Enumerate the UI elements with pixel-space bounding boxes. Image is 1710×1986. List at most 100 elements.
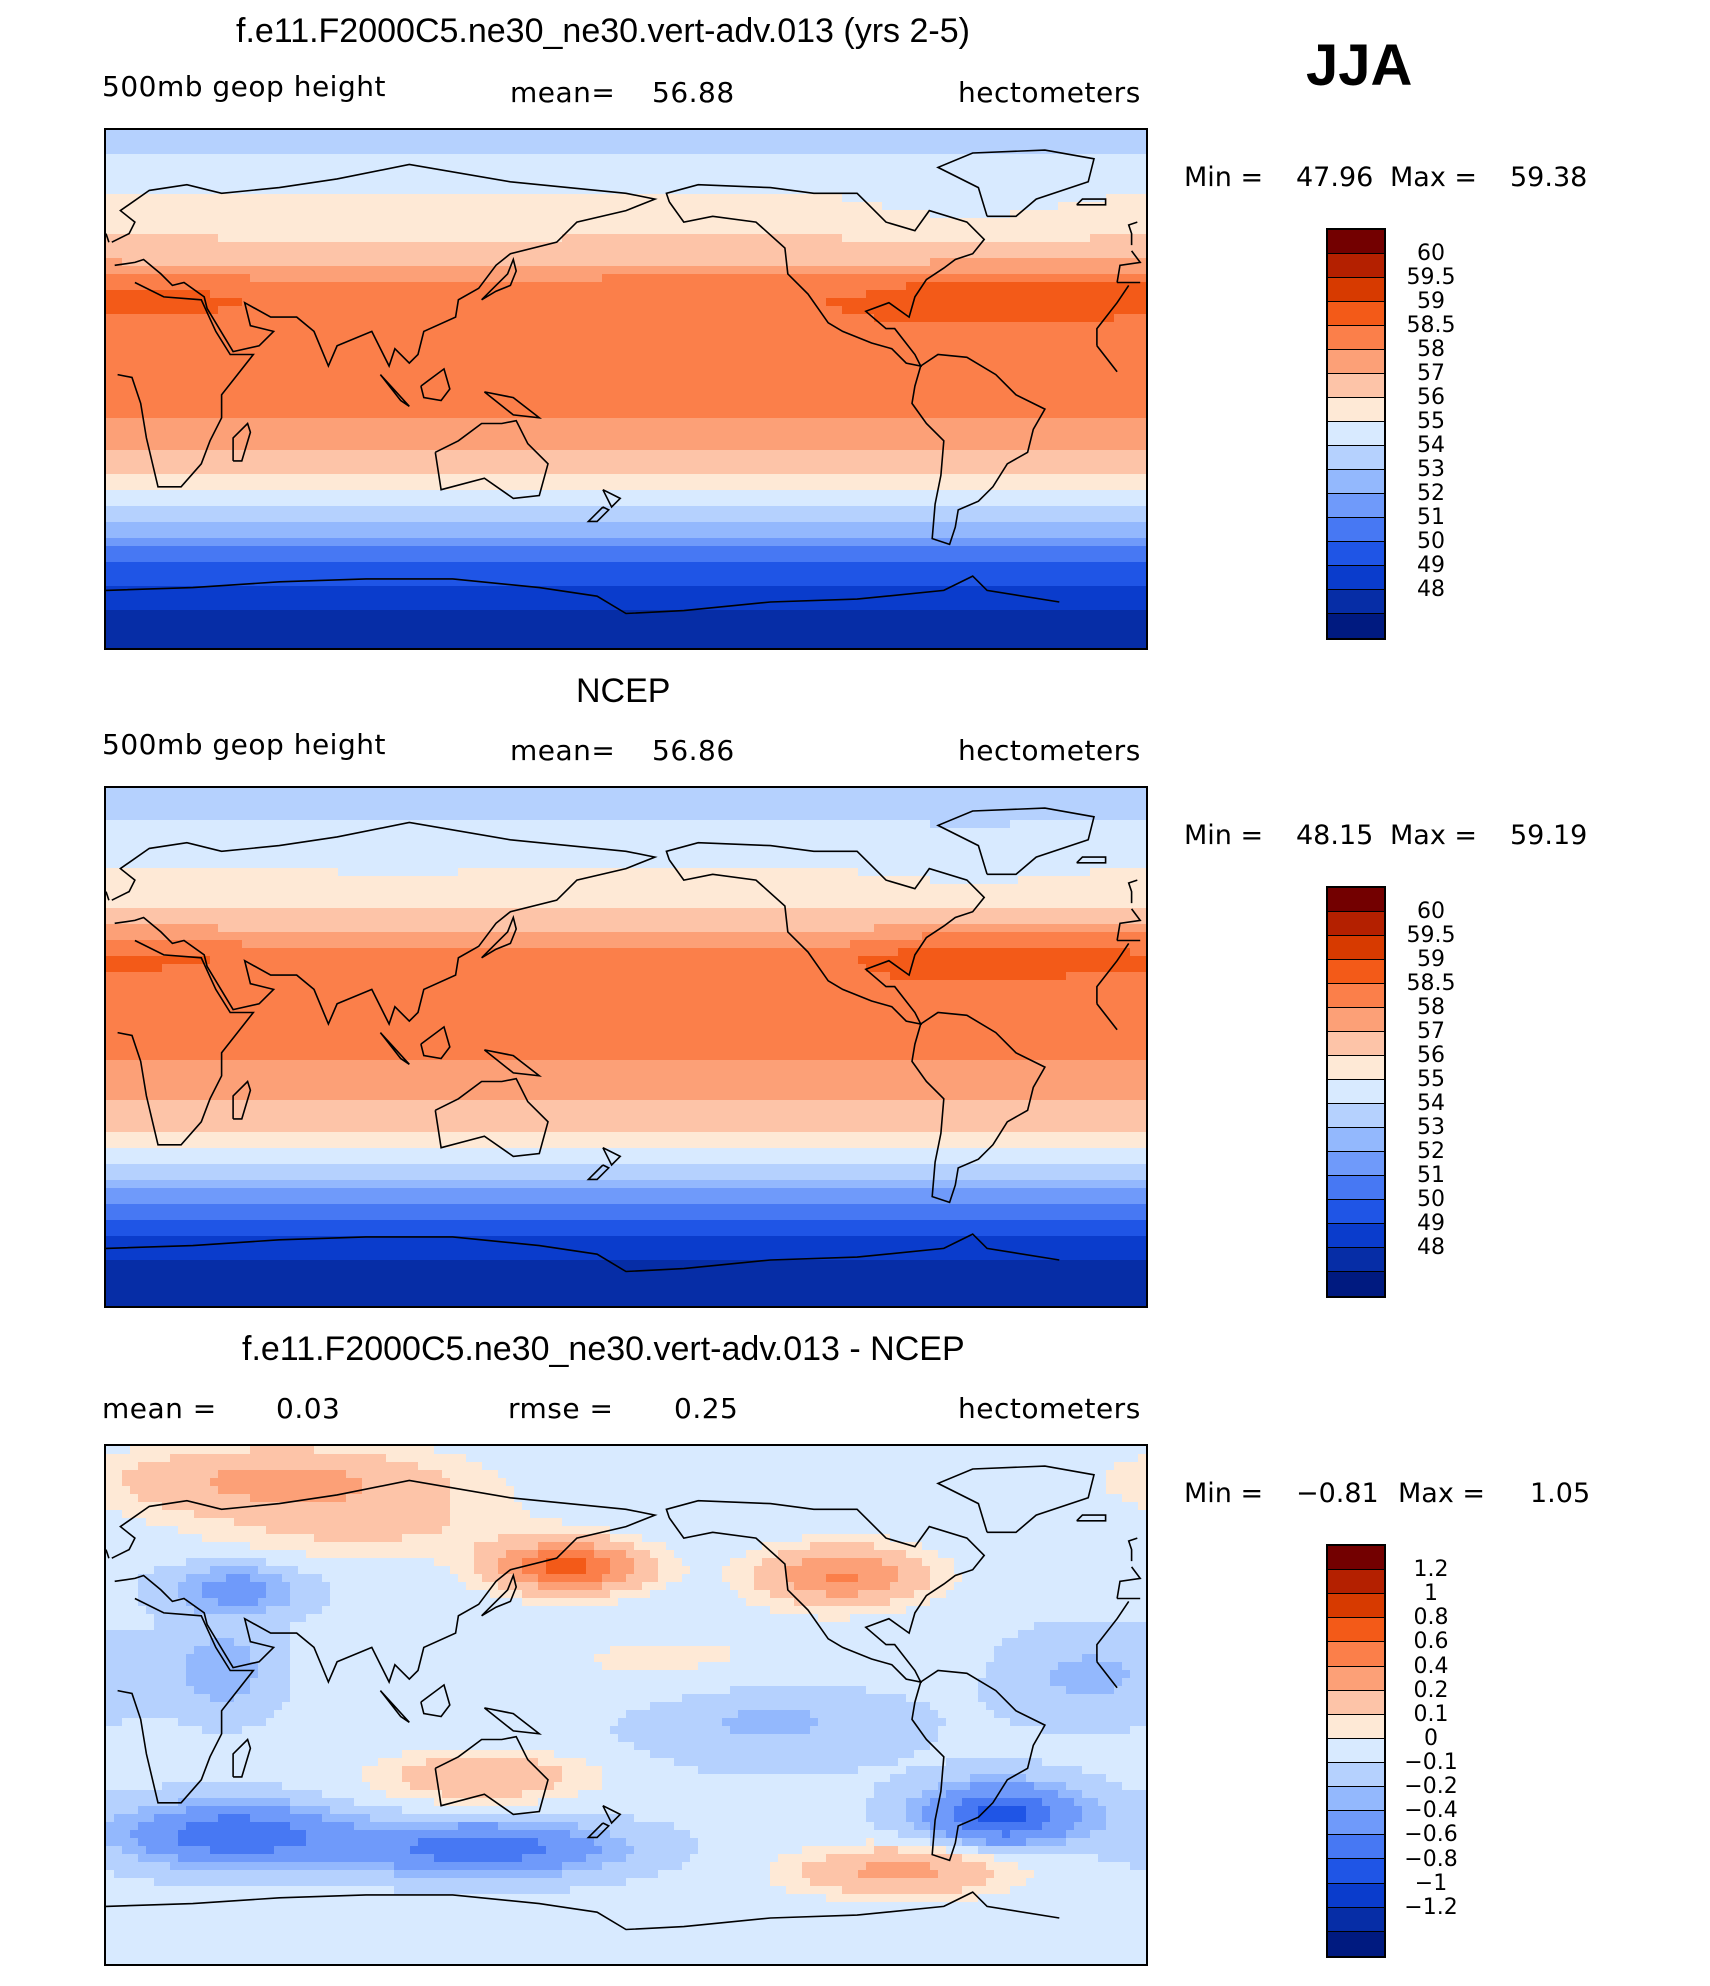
colorbar-tick-label: 48: [1396, 577, 1466, 602]
colorbar-swatch: [1328, 1642, 1384, 1667]
coastline: [586, 1822, 611, 1839]
coastline: [936, 1465, 1095, 1534]
coastline: [434, 1735, 549, 1816]
panel2-mean-value: 56.86: [652, 734, 735, 767]
coastline: [379, 1690, 410, 1723]
colorbar-tick-label: 56: [1396, 1043, 1466, 1068]
colorbar-swatch: [1328, 1224, 1384, 1248]
coastline: [117, 281, 255, 488]
coastline: [483, 1707, 543, 1735]
coastline: [936, 807, 1095, 876]
coastline: [111, 163, 658, 369]
colorbar-tick-label: 0.1: [1396, 1702, 1466, 1727]
colorbar-tick-label: 60: [1396, 241, 1466, 266]
colorbar-tick-label: −0.8: [1396, 1847, 1466, 1872]
coastline: [420, 367, 451, 402]
coastline: [1127, 1537, 1138, 1562]
colorbar-tick-label: 53: [1396, 1115, 1466, 1140]
coastline: [379, 374, 410, 407]
panel3-map: [104, 1444, 1148, 1966]
panel3-max-label: Max =: [1398, 1478, 1485, 1509]
colorbar-swatch: [1328, 1200, 1384, 1224]
colorbar-swatch: [1328, 1787, 1384, 1812]
colorbar-swatch: [1328, 278, 1384, 302]
colorbar-swatch: [1328, 936, 1384, 960]
panel3-colorbar: [1326, 1544, 1386, 1958]
coastline: [106, 1549, 110, 1559]
coastline: [111, 1479, 658, 1685]
colorbar-swatch: [1328, 1690, 1384, 1715]
coastline: [1116, 250, 1142, 283]
colorbar-swatch: [1328, 542, 1384, 566]
panel1-title: f.e11.F2000C5.ne30_ne30.vert-adv.013 (yr…: [236, 12, 970, 51]
panel3-mean-label: mean =: [102, 1392, 217, 1425]
panel2-variable-label: 500mb geop height: [102, 728, 386, 761]
panel3-min-value: −0.81: [1296, 1478, 1379, 1509]
coastline: [106, 1891, 1060, 1931]
colorbar-swatch: [1328, 912, 1384, 936]
colorbar-tick-label: −1.2: [1396, 1895, 1466, 1920]
panel3-units: hectometers: [958, 1392, 1141, 1425]
colorbar-tick-label: 50: [1396, 529, 1466, 554]
coastline: [911, 353, 1047, 546]
coastline: [232, 1738, 252, 1778]
coastline: [106, 1233, 1060, 1273]
coastline: [586, 506, 611, 523]
coastline: [1116, 1566, 1142, 1599]
colorbar-tick-label: 1.2: [1396, 1557, 1466, 1582]
panel2-min-label: Min =: [1184, 820, 1263, 851]
colorbar-swatch: [1328, 1738, 1384, 1763]
colorbar-swatch: [1328, 1907, 1384, 1932]
colorbar-tick-label: −1: [1396, 1871, 1466, 1896]
colorbar-tick-label: 51: [1396, 1163, 1466, 1188]
colorbar-tick-label: −0.1: [1396, 1750, 1466, 1775]
colorbar-tick-label: 49: [1396, 1211, 1466, 1236]
coastline: [911, 1011, 1047, 1204]
coastline: [665, 841, 986, 1026]
colorbar-tick-label: 58: [1396, 337, 1466, 362]
coastline: [420, 1683, 451, 1718]
colorbar-swatch: [1328, 1128, 1384, 1152]
coastline: [117, 939, 255, 1146]
colorbar-tick-label: 48: [1396, 1235, 1466, 1260]
colorbar-tick-label: 58: [1396, 995, 1466, 1020]
panel1-units: hectometers: [958, 76, 1141, 109]
coastline: [232, 1080, 252, 1120]
panel2-title: NCEP: [576, 672, 670, 711]
colorbar-swatch: [1328, 1618, 1384, 1643]
colorbar-swatch: [1328, 1594, 1384, 1619]
colorbar-swatch: [1328, 1714, 1384, 1739]
colorbar-tick-label: 54: [1396, 433, 1466, 458]
panel3-title: f.e11.F2000C5.ne30_ne30.vert-adv.013 - N…: [242, 1330, 965, 1369]
panel3-rmse-label: rmse =: [508, 1392, 613, 1425]
colorbar-swatch: [1328, 518, 1384, 542]
panel2-max-label: Max =: [1390, 820, 1477, 851]
colorbar-swatch: [1328, 888, 1384, 912]
colorbar-tick-label: 1: [1396, 1581, 1466, 1606]
colorbar-tick-label: 58.5: [1396, 971, 1466, 996]
coastline: [420, 1025, 451, 1060]
colorbar-tick-label: 53: [1396, 457, 1466, 482]
colorbar-swatch: [1328, 1248, 1384, 1272]
panel1-min-label: Min =: [1184, 162, 1263, 193]
colorbar-swatch: [1328, 374, 1384, 398]
colorbar-swatch: [1328, 1008, 1384, 1032]
colorbar-swatch: [1328, 1176, 1384, 1200]
season-label: JJA: [1306, 32, 1412, 99]
colorbar-tick-label: 0.8: [1396, 1605, 1466, 1630]
coastline: [1127, 221, 1138, 246]
coastline: [1116, 908, 1142, 941]
colorbar-tick-label: 59.5: [1396, 265, 1466, 290]
panel3-max-value: 1.05: [1530, 1478, 1590, 1509]
colorbar-swatch: [1328, 1032, 1384, 1056]
colorbar-swatch: [1328, 326, 1384, 350]
colorbar-swatch: [1328, 1883, 1384, 1908]
panel1-max-label: Max =: [1390, 162, 1477, 193]
colorbar-swatch: [1328, 1811, 1384, 1836]
coastline: [481, 914, 518, 959]
colorbar-tick-label: 50: [1396, 1187, 1466, 1212]
panel3-min-label: Min =: [1184, 1478, 1263, 1509]
colorbar-tick-label: 59: [1396, 289, 1466, 314]
panel3-mean-value: 0.03: [276, 1392, 340, 1425]
colorbar-swatch: [1328, 1835, 1384, 1860]
